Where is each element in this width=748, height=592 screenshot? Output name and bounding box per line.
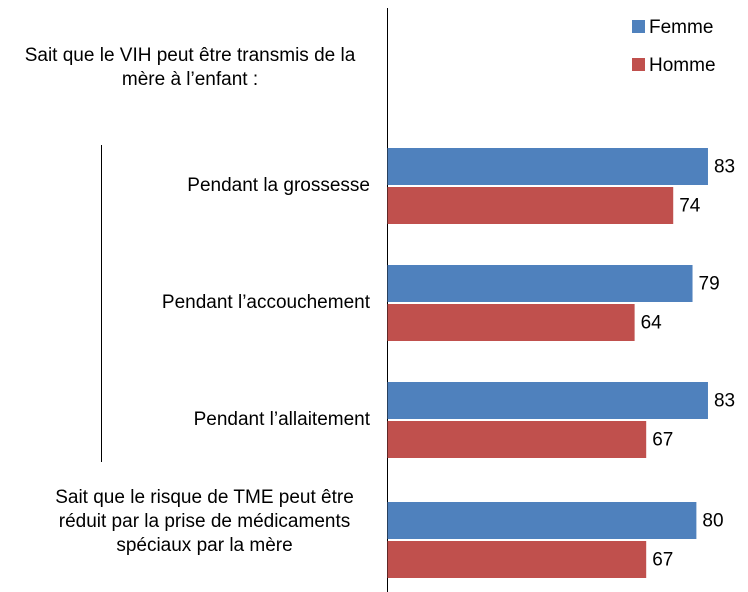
category-label: Pendant l’accouchement [161,292,370,313]
category-label: Sait que le risque de TME peut être rédu… [55,487,354,556]
bar [387,265,693,302]
bar [387,148,708,185]
value-label: 64 [641,313,663,334]
value-label: 80 [702,511,723,532]
bar [387,502,697,539]
bar [387,541,647,578]
bar [387,382,708,419]
bar [387,187,674,224]
legend-label: Homme [649,55,716,76]
value-label: 83 [714,157,735,178]
bar [387,421,647,458]
value-label: 67 [652,430,673,451]
legend-label: Femme [649,17,713,38]
value-label: 67 [652,550,673,571]
category-label: Pendant l’allaitement [193,409,370,430]
value-label: 79 [699,274,720,295]
category-label: Sait que le VIH peut être transmis de la… [24,45,356,90]
legend-swatch [632,58,645,71]
value-label: 74 [679,196,701,217]
category-label: Pendant la grossesse [187,175,370,196]
legend-swatch [632,20,645,33]
value-label: 83 [714,391,735,412]
bar [387,304,635,341]
